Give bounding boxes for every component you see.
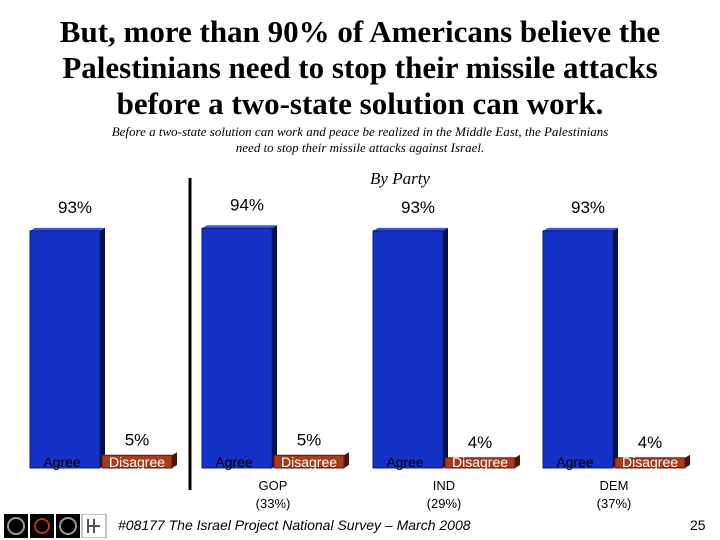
- agree-category-label: Agree: [556, 454, 594, 470]
- question-line-1: Before a two-state solution can work and…: [111, 124, 609, 139]
- group-label: IND: [433, 478, 455, 493]
- agree-category-label: Agree: [386, 454, 424, 470]
- agree-value-label: 93%: [401, 198, 435, 217]
- disagree-value-label: 4%: [468, 433, 493, 452]
- disagree-bar-side: [344, 452, 349, 468]
- logo-1-ring: [7, 517, 25, 535]
- disagree-value-label: 4%: [638, 433, 663, 452]
- agree-bar-side: [443, 227, 448, 468]
- disagree-category-label: Disagree: [452, 454, 508, 470]
- agree-bar: [201, 227, 273, 469]
- title-line-1: But, more than 90% of Americans believe …: [59, 14, 661, 49]
- group-label: GOP: [259, 478, 288, 493]
- agree-category-label: Agree: [43, 454, 81, 470]
- disagree-value-label: 5%: [125, 430, 150, 449]
- disagree-bar: [273, 454, 345, 469]
- disagree-category-label: Disagree: [281, 454, 337, 470]
- disagree-category-label: Disagree: [622, 454, 678, 470]
- group-sublabel: (33%): [256, 496, 291, 511]
- logo-3-ring: [59, 517, 77, 535]
- group-sublabel: (37%): [597, 496, 632, 511]
- disagree-bar: [614, 457, 686, 469]
- agree-bar-side: [272, 225, 277, 468]
- agree-value-label: 94%: [230, 195, 264, 214]
- agree-bar-top: [543, 227, 618, 231]
- disagree-bar-side: [515, 454, 520, 468]
- agree-category-label: Agree: [215, 454, 253, 470]
- chart-title: By Party: [370, 169, 430, 188]
- disagree-value-label: 5%: [297, 430, 322, 449]
- title-line-3: before a two-state solution can work.: [116, 86, 604, 121]
- agree-bar-top: [202, 225, 277, 229]
- agree-bar-side: [100, 227, 105, 468]
- group-label: DEM: [600, 478, 629, 493]
- logo-2-icon: [30, 514, 54, 538]
- agree-bar-top: [30, 227, 105, 231]
- logo-2-ring: [34, 518, 50, 534]
- disagree-bar: [444, 457, 516, 469]
- agree-bar-side: [613, 227, 618, 468]
- disagree-category-label: Disagree: [109, 454, 165, 470]
- title-line-2: Palestinians need to stop their missile …: [62, 50, 658, 85]
- disagree-bar-side: [172, 452, 177, 468]
- agree-bar-top: [373, 227, 448, 231]
- disagree-bar: [101, 454, 173, 469]
- footer-survey-text: #08177 The Israel Project National Surve…: [118, 517, 471, 533]
- question-text: Before a two-state solution can work and…: [30, 124, 690, 156]
- disagree-bar-side: [685, 454, 690, 468]
- slide-title: But, more than 90% of Americans believe …: [20, 14, 700, 122]
- agree-bar: [542, 230, 614, 469]
- page-number: 25: [690, 517, 706, 533]
- logo-strip: [4, 514, 107, 538]
- agree-value-label: 93%: [571, 198, 605, 217]
- agree-bar: [372, 230, 444, 469]
- logo-4-mark: [87, 519, 100, 533]
- group-sublabel: (29%): [427, 496, 462, 511]
- question-line-2: need to stop their missile attacks again…: [235, 140, 485, 155]
- agree-bar: [29, 230, 101, 469]
- agree-value-label: 93%: [58, 198, 92, 217]
